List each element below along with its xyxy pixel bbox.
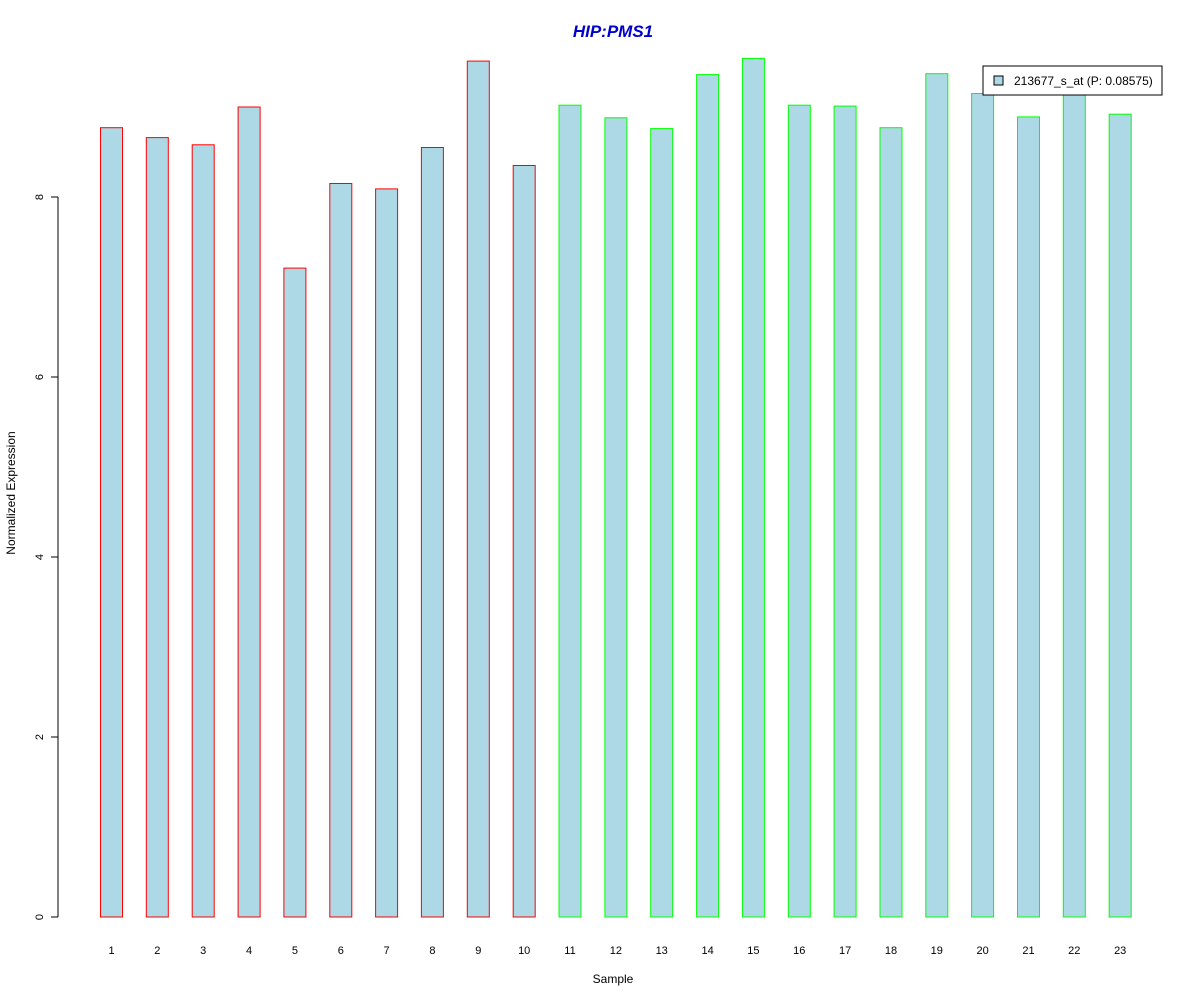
bar-3 (191, 144, 215, 918)
x-tick-label: 8 (429, 945, 435, 957)
x-tick-labels: 1 2 3 4 5 6 7 8 9 10 11 12 13 14 15 16 17 18 19 20 21 22 23 (108, 945, 1126, 957)
x-tick-label: 21 (1022, 945, 1034, 957)
x-axis-label: Sample (593, 972, 634, 986)
bar-2 (145, 137, 169, 918)
bar-4 (237, 106, 261, 918)
x-tick-label: 10 (518, 945, 530, 957)
bar-12 (604, 117, 628, 918)
bar-6 (329, 183, 353, 918)
chart-title: HIP:PMS1 (573, 22, 653, 41)
y-tick-label: 6 (34, 374, 46, 380)
x-tick-label: 3 (200, 945, 206, 957)
y-axis: 0 2 4 6 8 (34, 194, 59, 920)
bar-1 (100, 127, 123, 918)
bar-19 (925, 73, 949, 918)
legend: 213677_s_at (P: 0.08575) (982, 65, 1163, 96)
x-tick-label: 13 (656, 945, 668, 957)
x-tick-label: 12 (610, 945, 622, 957)
x-tick-label: 16 (793, 945, 805, 957)
x-tick-label: 4 (246, 945, 252, 957)
x-tick-label: 18 (885, 945, 897, 957)
bar-21 (1017, 116, 1040, 918)
x-tick-label: 20 (976, 945, 988, 957)
legend-entry: 213677_s_at (P: 0.08575) (1014, 74, 1153, 88)
bar-17 (833, 105, 857, 918)
legend-box (982, 65, 1163, 96)
bar-22 (1062, 90, 1086, 918)
bar-18 (879, 127, 903, 918)
x-tick-label: 19 (931, 945, 943, 957)
y-tick-label: 4 (34, 554, 46, 560)
y-tick-label: 2 (34, 734, 46, 740)
x-tick-label: 7 (384, 945, 390, 957)
bars (100, 57, 1132, 918)
x-tick-label: 9 (475, 945, 481, 957)
y-tick-label: 0 (34, 914, 46, 920)
x-tick-label: 15 (747, 945, 759, 957)
bar-20 (971, 93, 995, 918)
x-tick-label: 6 (338, 945, 344, 957)
bar-15 (741, 57, 765, 918)
x-tick-label: 5 (292, 945, 298, 957)
y-axis-label: Normalized Expression (4, 431, 18, 554)
bar-9 (466, 60, 490, 918)
x-tick-label: 1 (108, 945, 114, 957)
bar-23 (1108, 113, 1132, 918)
bar-10 (512, 165, 536, 918)
bar-16 (787, 104, 811, 918)
bar-8 (420, 147, 444, 918)
bar-7 (375, 188, 399, 918)
x-tick-label: 14 (701, 945, 713, 957)
bar-5 (283, 267, 307, 918)
y-tick-label: 8 (34, 194, 46, 200)
x-tick-label: 11 (564, 945, 575, 957)
legend-swatch (993, 75, 1004, 86)
bar-11 (558, 104, 582, 918)
x-tick-label: 17 (839, 945, 851, 957)
bar-14 (696, 74, 720, 918)
bar-13 (650, 128, 674, 918)
x-tick-label: 23 (1114, 945, 1126, 957)
x-tick-label: 2 (154, 945, 160, 957)
x-tick-label: 22 (1068, 945, 1080, 957)
